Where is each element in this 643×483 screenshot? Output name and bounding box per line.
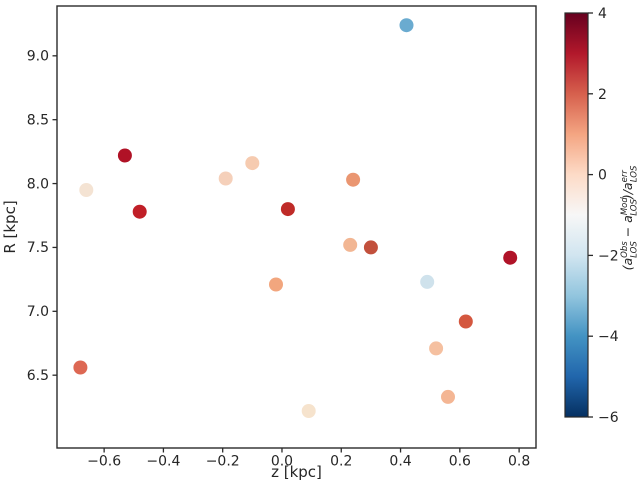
cbar-label-sub1: LOS [630,241,640,258]
y-axis-label: R [kpc] [1,200,19,253]
x-axis-ticks: −0.6 −0.4 −0.2 0.0 0.2 0.4 0.6 0.8 [87,448,530,470]
colorbar-ticks: 4 2 0 −2 −4 −6 [588,6,619,426]
colorbar-tick-label: 4 [598,6,607,22]
x-tick-label: −0.2 [206,454,240,470]
colorbar [564,12,589,418]
cbar-label-sup2: Mod [620,197,630,216]
cbar-label-mid: − a [620,215,635,241]
data-point [280,202,295,217]
colorbar-tick-label: 2 [598,87,607,103]
colorbar-tick-label: −6 [598,410,619,426]
x-tick-label: −0.4 [146,454,180,470]
x-tick-label: −0.6 [87,454,121,470]
cbar-label-open: (a [620,258,635,271]
x-axis-label: z [kpc] [271,463,322,481]
x-tick-label: 0.0 [271,454,293,470]
colorbar-tick-label: −4 [598,329,619,345]
y-axis-ticks: 9.0 8.5 8.0 7.5 7.0 6.5 [27,49,57,384]
cbar-label-close: )/a [620,182,635,200]
y-tick-label: 8.5 [27,112,49,128]
colorbar-tick-label: −2 [598,248,619,264]
y-tick-label: 8.0 [27,176,49,192]
y-tick-label: 6.5 [27,368,49,384]
data-point [363,240,378,255]
data-point [503,250,518,265]
plot-border [56,5,537,449]
data-point [343,237,358,252]
data-point [346,172,361,187]
data-point [301,404,316,418]
colorbar-label: (aObsLOS − aModLOS)/aerrLOS [620,165,640,270]
cbar-label-sup3: err [620,170,630,183]
cbar-label-sup1: Obs [620,241,630,258]
data-point [73,360,88,375]
x-tick-label: 0.6 [449,454,471,470]
data-point [218,171,233,186]
cbar-label-sub3: LOS [630,165,640,182]
scatter-points [73,18,518,418]
y-tick-label: 7.5 [27,240,49,256]
data-point [79,183,94,197]
x-tick-label: 0.2 [330,454,352,470]
x-tick-label: 0.4 [389,454,411,470]
data-point [399,18,414,33]
data-point [429,341,444,356]
data-point [132,204,147,219]
data-point [458,314,473,329]
y-tick-label: 9.0 [27,49,49,65]
x-tick-label: 0.8 [508,454,530,470]
data-point [117,148,132,163]
data-point [245,156,260,171]
data-point [420,274,435,289]
cbar-label-sub2: LOS [630,199,640,216]
data-point [441,389,455,404]
data-point [269,277,283,292]
y-tick-label: 7.0 [27,304,49,320]
colorbar-tick-label: 0 [598,168,607,184]
